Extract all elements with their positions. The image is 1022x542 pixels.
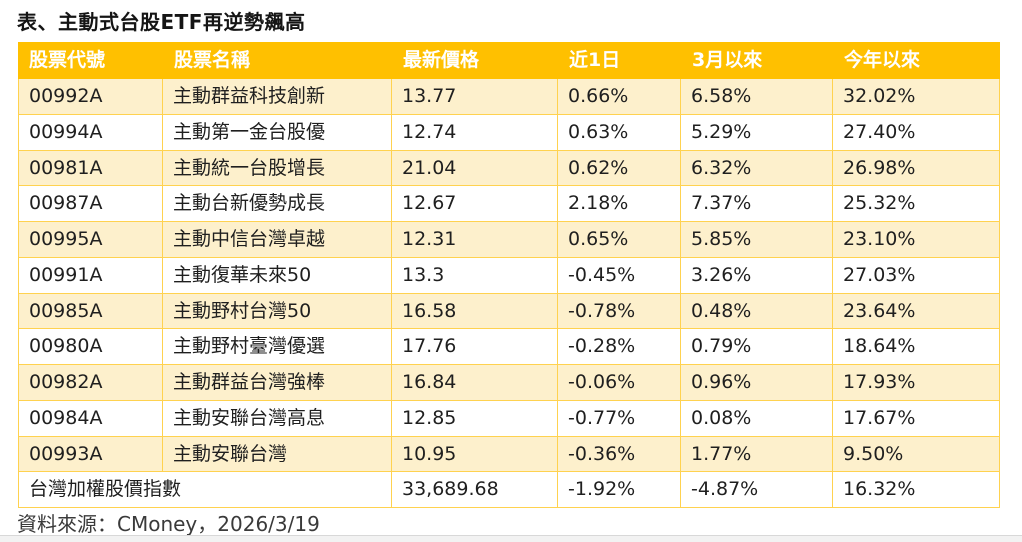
change-3m: 5.85% <box>681 222 833 258</box>
latest-price: 12.85 <box>392 400 558 437</box>
stock-name: 主動安聯台灣 <box>163 436 392 473</box>
change-3m: 0.48% <box>681 293 833 330</box>
latest-price: 12.74 <box>392 114 558 151</box>
change-ytd: 25.32% <box>833 186 1000 222</box>
change-1d: -0.78% <box>558 293 681 330</box>
summary-change-3m: -4.87% <box>681 472 833 508</box>
latest-price: 16.58 <box>392 293 558 330</box>
latest-price: 17.76 <box>392 329 558 365</box>
table-row: 00993A 主動安聯台灣 10.95 -0.36% 1.77% 9.50% <box>18 436 1000 473</box>
change-3m: 1.77% <box>681 436 833 473</box>
header-change-1d: 近1日 <box>569 49 621 71</box>
stock-code: 00984A <box>18 400 163 437</box>
change-3m: 3.26% <box>681 257 833 294</box>
stock-code: 00992A <box>18 79 163 115</box>
stock-code: 00985A <box>18 293 163 330</box>
table-row: 00991A 主動復華未來50 13.3 -0.45% 3.26% 27.03% <box>18 257 1000 294</box>
table-row: 00987A 主動台新優勢成長 12.67 2.18% 7.37% 25.32% <box>18 186 1000 222</box>
latest-price: 13.3 <box>392 257 558 294</box>
change-1d: -0.36% <box>558 436 681 473</box>
stock-name: 主動中信台灣卓越 <box>163 222 392 258</box>
change-ytd: 23.10% <box>833 222 1000 258</box>
summary-row: 台灣加權股價指數 33,689.68 -1.92% -4.87% 16.32% <box>18 472 1000 508</box>
stock-name: 主動群益台灣強棒 <box>163 365 392 401</box>
change-1d: 0.63% <box>558 114 681 151</box>
stock-name: 主動野村台灣50 <box>163 293 392 330</box>
change-3m: 6.58% <box>681 79 833 115</box>
summary-price: 33,689.68 <box>392 472 558 508</box>
change-1d: 0.66% <box>558 79 681 115</box>
change-3m: 7.37% <box>681 186 833 222</box>
change-ytd: 32.02% <box>833 79 1000 115</box>
change-1d: -0.45% <box>558 257 681 294</box>
latest-price: 13.77 <box>392 79 558 115</box>
table-body: 00992A 主動群益科技創新 13.77 0.66% 6.58% 32.02%… <box>18 79 1000 473</box>
change-ytd: 9.50% <box>833 436 1000 473</box>
page-title: 表、主動式台股ETF再逆勢飆高 <box>17 10 306 34</box>
change-1d: 0.62% <box>558 150 681 187</box>
table-row: 00985A 主動野村台灣50 16.58 -0.78% 0.48% 23.64… <box>18 293 1000 330</box>
stock-name: 主動群益科技創新 <box>163 79 392 115</box>
change-3m: 0.08% <box>681 400 833 437</box>
stock-name: 主動野村臺灣優選 <box>163 329 392 365</box>
change-1d: -0.77% <box>558 400 681 437</box>
stock-name: 主動台新優勢成長 <box>163 186 392 222</box>
summary-index-name: 台灣加權股價指數 <box>18 472 392 508</box>
change-ytd: 26.98% <box>833 150 1000 187</box>
latest-price: 12.67 <box>392 186 558 222</box>
change-3m: 6.32% <box>681 150 833 187</box>
change-3m: 0.79% <box>681 329 833 365</box>
header-stock-code: 股票代號 <box>29 49 106 71</box>
table-row: 00982A 主動群益台灣強棒 16.84 -0.06% 0.96% 17.93… <box>18 365 1000 401</box>
change-3m: 0.96% <box>681 365 833 401</box>
summary-change-ytd: 16.32% <box>833 472 1000 508</box>
change-3m: 5.29% <box>681 114 833 151</box>
latest-price: 12.31 <box>392 222 558 258</box>
stock-name: 主動第一金台股優 <box>163 114 392 151</box>
stock-code: 00980A <box>18 329 163 365</box>
change-ytd: 23.64% <box>833 293 1000 330</box>
stock-code: 00982A <box>18 365 163 401</box>
table-row: 00995A 主動中信台灣卓越 12.31 0.65% 5.85% 23.10% <box>18 222 1000 258</box>
summary-change-1d: -1.92% <box>558 472 681 508</box>
stock-code: 00995A <box>18 222 163 258</box>
etf-table: 股票代號 股票名稱 最新價格 近1日 3月以來 今年以來 00992A 主動群益… <box>18 42 1000 508</box>
table-header-row: 股票代號 股票名稱 最新價格 近1日 3月以來 今年以來 <box>18 42 1000 79</box>
stock-code: 00981A <box>18 150 163 187</box>
stock-code: 00994A <box>18 114 163 151</box>
table-row: 00984A 主動安聯台灣高息 12.85 -0.77% 0.08% 17.67… <box>18 400 1000 437</box>
header-change-3m: 3月以來 <box>692 49 763 71</box>
change-ytd: 17.67% <box>833 400 1000 437</box>
table-row: 00992A 主動群益科技創新 13.77 0.66% 6.58% 32.02% <box>18 79 1000 115</box>
latest-price: 10.95 <box>392 436 558 473</box>
change-1d: -0.28% <box>558 329 681 365</box>
change-1d: 0.65% <box>558 222 681 258</box>
header-stock-name: 股票名稱 <box>174 49 251 71</box>
change-1d: -0.06% <box>558 365 681 401</box>
latest-price: 21.04 <box>392 150 558 187</box>
stock-name: 主動復華未來50 <box>163 257 392 294</box>
stock-code: 00993A <box>18 436 163 473</box>
header-latest-price: 最新價格 <box>403 49 480 71</box>
bottom-divider <box>0 535 1022 542</box>
change-ytd: 27.40% <box>833 114 1000 151</box>
source-note: 資料來源：CMoney，2026/3/19 <box>17 512 320 536</box>
change-ytd: 17.93% <box>833 365 1000 401</box>
change-ytd: 27.03% <box>833 257 1000 294</box>
latest-price: 16.84 <box>392 365 558 401</box>
header-change-ytd: 今年以來 <box>844 49 921 71</box>
stock-code: 00991A <box>18 257 163 294</box>
table-row: 00980A 主動野村臺灣優選 17.76 -0.28% 0.79% 18.64… <box>18 329 1000 365</box>
table-row: 00981A 主動統一台股增長 21.04 0.62% 6.32% 26.98% <box>18 150 1000 187</box>
table-row: 00994A 主動第一金台股優 12.74 0.63% 5.29% 27.40% <box>18 114 1000 151</box>
change-ytd: 18.64% <box>833 329 1000 365</box>
stock-code: 00987A <box>18 186 163 222</box>
stock-name: 主動統一台股增長 <box>163 150 392 187</box>
stock-name: 主動安聯台灣高息 <box>163 400 392 437</box>
change-1d: 2.18% <box>558 186 681 222</box>
